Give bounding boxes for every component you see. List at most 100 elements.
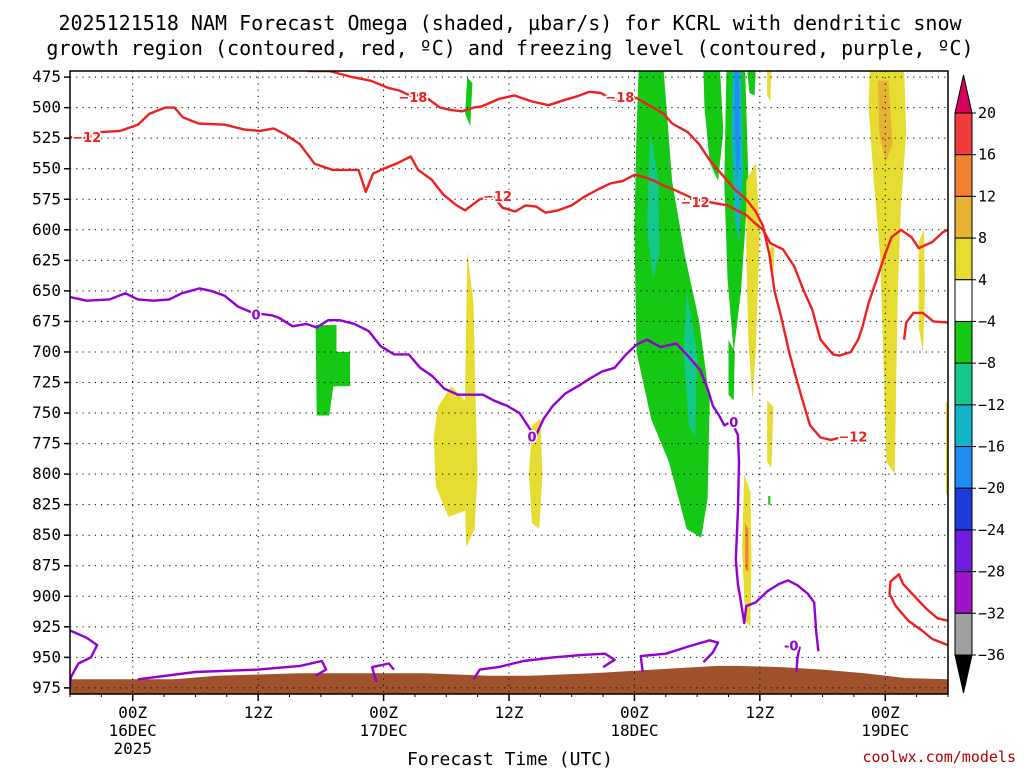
x-tick-label: 12Z (244, 703, 273, 722)
x-tick-label: 16DEC (109, 721, 157, 740)
x-tick-label: 18DEC (610, 721, 658, 740)
colorbar-swatch-12 (954, 571, 973, 614)
y-tick-label: 950 (32, 647, 61, 666)
colorbar-swatch-6 (954, 320, 973, 364)
x-axis-label: Forecast Time (UTC) (407, 749, 613, 768)
purple-contour-label: 0 (527, 430, 536, 445)
omega-shading-layer (315, 71, 948, 627)
omega-region-3 (433, 386, 471, 517)
colorbar-label: −24 (978, 521, 1005, 539)
red-contour-label: −12 (838, 430, 867, 445)
colorbar-swatch-9 (954, 446, 973, 489)
x-tick-label: 12Z (495, 703, 524, 722)
x-tick-label: 2025 (113, 739, 152, 758)
colorbar-label: 12 (978, 187, 996, 205)
x-tick-label: 19DEC (861, 721, 909, 740)
colorbar-swatch-8 (954, 404, 973, 448)
colorbar-swatch-2 (954, 154, 973, 197)
y-tick-label: 675 (32, 311, 61, 330)
y-tick-label: 575 (32, 189, 61, 208)
omega-region-6 (647, 132, 660, 279)
y-tick-label: 650 (32, 281, 61, 300)
omega-region-17 (767, 400, 774, 468)
y-tick-label: 925 (32, 617, 61, 636)
credit-text: coolwx.com/models (862, 748, 1016, 766)
y-tick-label: 775 (32, 434, 61, 453)
purple-contour-5 (639, 639, 720, 673)
x-tick-label: 17DEC (359, 721, 407, 740)
omega-region-12 (728, 339, 735, 401)
colorbar-swatch-7 (954, 362, 973, 406)
y-tick-label: 750 (32, 403, 61, 422)
red-contour-1 (70, 106, 948, 357)
terrain-fill (70, 665, 948, 694)
dotted-gridlines (70, 71, 948, 694)
colorbar-label: 4 (978, 271, 987, 289)
red-contour-label: −12 (72, 131, 101, 146)
x-tick-label: 12Z (745, 703, 774, 722)
y-tick-label: 975 (32, 678, 61, 697)
purple-contour-2 (137, 659, 328, 681)
colorbar-top-arrow (954, 74, 973, 114)
omega-region-19 (745, 523, 749, 572)
terrain-layer (70, 665, 948, 694)
colorbar-swatch-1 (954, 112, 973, 156)
y-tick-label: 700 (32, 342, 61, 361)
y-tick-label: 550 (32, 159, 61, 178)
omega-region-11 (734, 71, 740, 181)
red-contour-label: −12 (681, 196, 710, 211)
colorbar-bottom-arrow (954, 654, 973, 694)
purple-contour-0 (70, 287, 820, 652)
y-tick-label: 900 (32, 586, 61, 605)
x-tick-label: 00Z (369, 703, 398, 722)
y-tick-label: 500 (32, 98, 61, 117)
colorbar-label: −16 (978, 438, 1005, 456)
colorbar-label: −4 (978, 312, 996, 330)
red-contour-2 (671, 122, 841, 442)
y-tick-label: 850 (32, 525, 61, 544)
colorbar-label: −28 (978, 563, 1005, 581)
chart-title-line-1: 2025121518 NAM Forecast Omega (shaded, µ… (58, 11, 962, 35)
colorbar-label: 20 (978, 104, 996, 122)
y-tick-label: 625 (32, 250, 61, 269)
purple-contour-label: 0 (729, 416, 738, 431)
red-contour-0 (308, 71, 674, 125)
colorbar-label: −8 (978, 354, 996, 372)
purple-contour-3 (370, 662, 395, 683)
omega-region-24 (768, 496, 771, 505)
omega-region-8 (703, 71, 724, 181)
freezing-level-contours (70, 287, 820, 689)
omega-region-0 (315, 325, 351, 416)
x-tick-label: 00Z (620, 703, 649, 722)
colorbar-swatch-4 (954, 237, 973, 281)
purple-contour-1 (70, 629, 99, 689)
colorbar-swatch-13 (954, 612, 973, 656)
colorbar-swatch-5 (954, 279, 973, 322)
colorbar-legend: 20 16 12 8 4 −4 −8 −12 −16 −20 −24 −28 −32 −36 (954, 74, 1005, 694)
y-tick-label: 725 (32, 373, 61, 392)
colorbar-swatch-10 (954, 487, 973, 531)
omega-region-15 (767, 71, 772, 102)
y-tick-label: 600 (32, 220, 61, 239)
x-tick-label: 00Z (871, 703, 900, 722)
colorbar-label: −32 (978, 604, 1005, 622)
purple-contour-label: 0 (252, 308, 261, 323)
chart-title-line-2: growth region (contoured, red, ºC) and f… (46, 36, 973, 60)
y-axis-pressure: 475 500 525 550 575 600 625 650 675 700 725 750 775 8… (32, 67, 70, 697)
red-contour-4 (888, 573, 948, 647)
omega-region-1 (465, 77, 473, 126)
y-tick-label: 800 (32, 464, 61, 483)
colorbar-swatch-11 (954, 529, 973, 573)
colorbar-label: −20 (978, 479, 1005, 497)
contour-labels: −18 −18 −12 −12 −12 −12 0 0 0 -0 (71, 89, 869, 655)
colorbar-label: −36 (978, 646, 1005, 664)
x-tick-label: 00Z (118, 703, 147, 722)
purple-contour-label: -0 (784, 639, 798, 654)
colorbar-swatch-3 (954, 195, 973, 239)
omega-region-7 (683, 290, 698, 438)
purple-contour-4 (472, 652, 616, 680)
colorbar-label: 8 (978, 229, 987, 247)
red-contour-label: −12 (483, 190, 512, 205)
red-contour-3 (902, 311, 948, 340)
